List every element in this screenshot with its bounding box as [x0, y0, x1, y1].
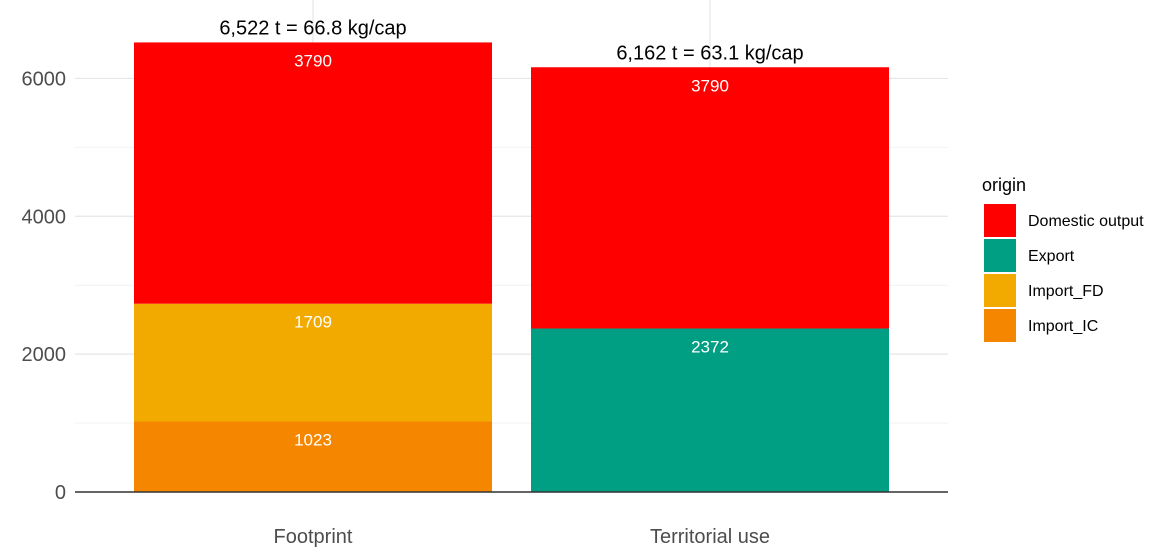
bar-territorial-use-export: [531, 328, 889, 492]
legend-items: Domestic output Export Import_FD Import_IC: [984, 204, 1144, 342]
segment-label: 1709: [294, 313, 332, 332]
y-axis-ticks: 0 2000 4000 6000: [22, 68, 67, 504]
y-tick-label: 2000: [22, 344, 67, 366]
legend-swatch: [984, 309, 1016, 342]
total-label: 6,162 t = 63.1 kg/cap: [616, 42, 803, 64]
x-axis-ticks: Footprint Territorial use: [274, 526, 770, 548]
legend-label: Import_IC: [1028, 318, 1098, 335]
bar-territorial-use-domestic-output: [531, 67, 889, 329]
bar-footprint-import-fd: [134, 303, 492, 422]
y-tick-label: 0: [55, 482, 66, 504]
x-tick-label: Territorial use: [650, 526, 770, 548]
legend-title: origin: [982, 175, 1026, 195]
segment-label: 3790: [294, 51, 332, 70]
bar-footprint-import-ic: [134, 421, 492, 492]
total-labels: 6,522 t = 66.8 kg/cap 6,162 t = 63.1 kg/c…: [219, 17, 803, 64]
legend-swatch: [984, 204, 1016, 237]
legend: origin Domestic output Export Import_FD Imp…: [982, 175, 1144, 342]
legend-label: Domestic output: [1028, 213, 1144, 230]
bars: [134, 42, 889, 492]
legend-label: Import_FD: [1028, 283, 1104, 300]
x-tick-label: Footprint: [274, 526, 353, 548]
total-label: 6,522 t = 66.8 kg/cap: [219, 17, 406, 39]
segment-label: 1023: [294, 430, 332, 449]
legend-swatch: [984, 274, 1016, 307]
y-tick-label: 4000: [22, 206, 67, 228]
y-tick-label: 6000: [22, 68, 67, 90]
legend-swatch: [984, 239, 1016, 272]
segment-labels: 1023 1709 3790 2372 3790: [294, 51, 729, 449]
legend-label: Export: [1028, 248, 1075, 265]
segment-label: 3790: [691, 76, 729, 95]
segment-label: 2372: [691, 337, 729, 356]
bar-footprint-domestic-output: [134, 42, 492, 304]
